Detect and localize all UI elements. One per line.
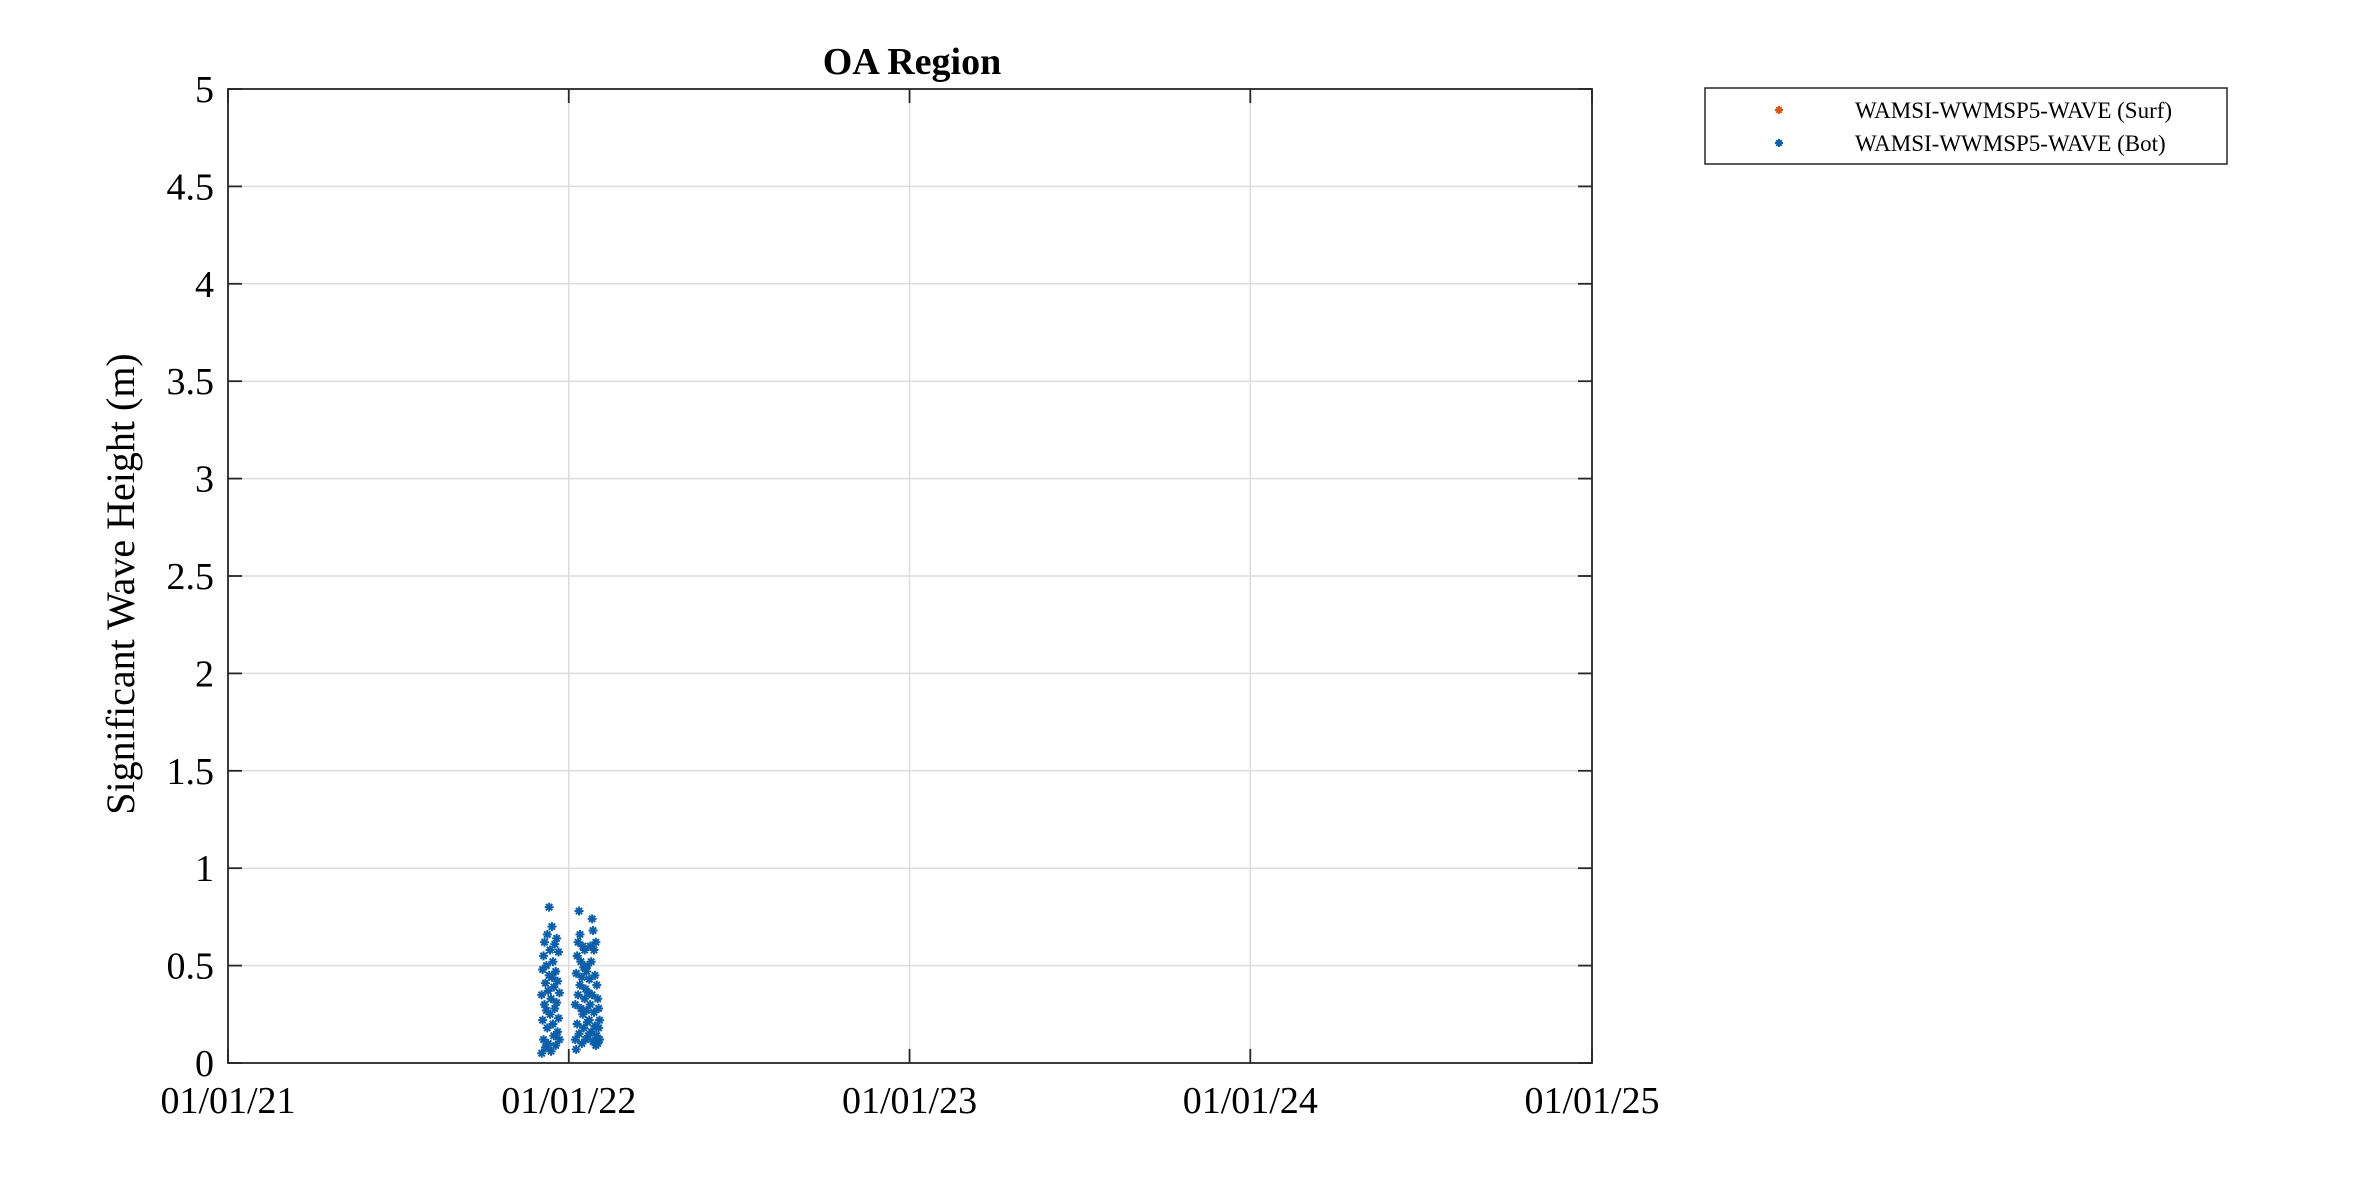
data-point (587, 914, 597, 924)
legend-box (1704, 87, 2228, 165)
data-point (588, 926, 598, 936)
data-point (584, 974, 594, 984)
scatter-points (537, 902, 605, 1058)
data-point (547, 972, 557, 982)
data-point (580, 994, 590, 1004)
x-tick-label: 01/01/23 (842, 1080, 977, 1122)
data-point (540, 978, 550, 988)
data-point (594, 1003, 604, 1013)
data-point (571, 968, 581, 978)
data-point (573, 990, 583, 1000)
data-point (586, 957, 596, 967)
y-tick-label: 4 (195, 264, 214, 306)
data-point (582, 1005, 592, 1015)
legend-label: WAMSI-WWMSP5-WAVE (Bot) (1855, 131, 2166, 156)
data-point (590, 970, 600, 980)
data-point (547, 922, 557, 932)
legend: WAMSI-WWMSP5-WAVE (Surf) WAMSI-WWMSP5-WAV… (1704, 87, 2228, 165)
data-point (554, 988, 564, 998)
data-point (591, 937, 601, 947)
data-point (551, 966, 561, 976)
data-point (543, 1039, 553, 1049)
data-point (589, 945, 599, 955)
data-point (572, 1019, 582, 1029)
data-point (551, 1040, 561, 1050)
data-point (572, 951, 582, 961)
data-point (594, 1023, 604, 1033)
y-axis-label: Significant Wave Height (m) (98, 353, 143, 814)
data-point (577, 972, 587, 982)
data-point (587, 990, 597, 1000)
chart-title: OA Region (823, 41, 1001, 83)
data-point (545, 945, 555, 955)
data-point (544, 902, 554, 912)
data-point (537, 990, 547, 1000)
data-point (595, 1015, 605, 1025)
data-point (586, 1027, 596, 1037)
data-point (538, 1015, 548, 1025)
data-point (584, 1015, 594, 1025)
data-point (574, 1029, 584, 1039)
y-tick-label: 2.5 (167, 556, 215, 598)
axes (227, 88, 1593, 1064)
data-point (553, 947, 563, 957)
y-tick-label: 4.5 (167, 166, 215, 208)
data-point (552, 998, 562, 1008)
data-point (593, 994, 603, 1004)
data-point (570, 1000, 580, 1010)
y-tick-label: 0.5 (167, 946, 215, 988)
legend-marker (1775, 139, 1783, 147)
data-point (546, 994, 556, 1004)
data-point (549, 982, 559, 992)
y-tick-label: 2 (195, 653, 214, 695)
data-point (554, 1035, 564, 1045)
data-point (537, 1048, 547, 1058)
data-point (595, 1035, 605, 1045)
x-tick-label: 01/01/21 (160, 1080, 295, 1122)
data-point (545, 1009, 555, 1019)
grid-lines (228, 89, 1592, 1063)
y-tick-label: 1.5 (167, 751, 215, 793)
data-point (570, 1035, 580, 1045)
legend-label: WAMSI-WWMSP5-WAVE (Surf) (1855, 98, 2172, 123)
data-point (539, 937, 549, 947)
x-tick-label: 01/01/25 (1524, 1080, 1659, 1122)
y-tick-label: 1 (195, 848, 214, 890)
data-point (543, 986, 553, 996)
data-point (542, 1023, 552, 1033)
data-point (579, 1023, 589, 1033)
data-point (580, 945, 590, 955)
data-point (585, 1000, 595, 1010)
data-point (548, 1019, 558, 1029)
data-point (592, 980, 602, 990)
x-tick-label: 01/01/22 (501, 1080, 636, 1122)
data-point (574, 906, 584, 916)
data-point (553, 1027, 563, 1037)
data-point (541, 961, 551, 971)
y-tick-label: 5 (195, 69, 214, 111)
legend-marker (1775, 106, 1783, 114)
y-tick-label: 0 (195, 1043, 214, 1085)
data-point (575, 980, 585, 990)
data-point (571, 1044, 581, 1054)
tick-labels: 0 0.5 1 1.5 2 2.5 3 3.5 4 4.5 5 01/01/21 01/01/22 01/… (160, 69, 1659, 1122)
data-point (542, 929, 552, 939)
y-tick-label: 3.5 (167, 361, 215, 403)
data-point (552, 933, 562, 943)
data-point (548, 957, 558, 967)
y-tick-label: 3 (195, 459, 214, 501)
data-point (546, 1046, 556, 1056)
x-tick-label: 01/01/24 (1183, 1080, 1318, 1122)
data-point (575, 929, 585, 939)
data-point (553, 1013, 563, 1023)
data-point (539, 951, 549, 961)
data-point (553, 976, 563, 986)
